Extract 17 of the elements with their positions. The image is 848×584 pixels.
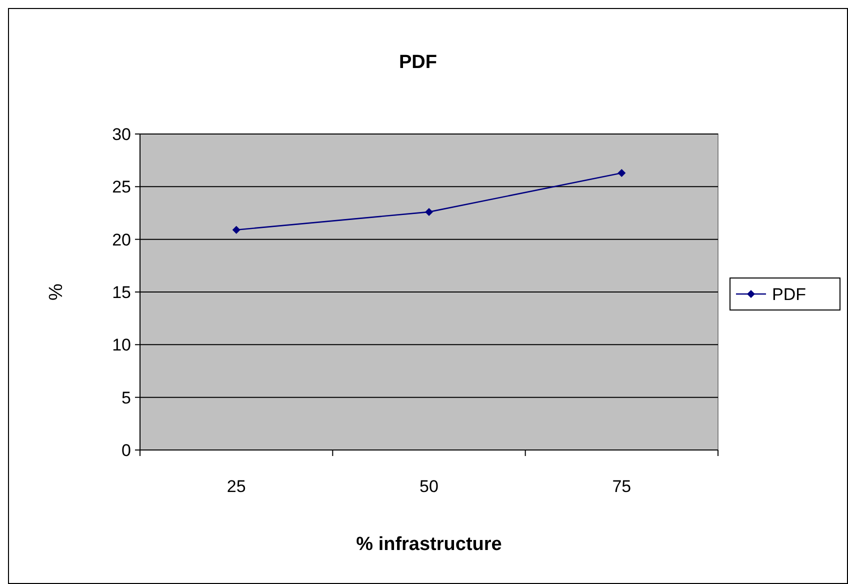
point [618, 168, 626, 177]
point [425, 208, 433, 216]
chart-title: PDF [399, 52, 437, 73]
y-tick-label: 5 [122, 388, 131, 408]
x-axis-title: % infrastructure [356, 534, 502, 555]
y-tick-label: 30 [112, 124, 131, 144]
point [232, 226, 240, 234]
y-tick-label: 10 [112, 336, 131, 355]
y-tick-label: 25 [112, 178, 131, 197]
legend-label: PDF [772, 284, 806, 304]
y-tick-label: 0 [122, 440, 131, 460]
y-axis-title: % [46, 283, 67, 300]
x-tick-label: 75 [612, 477, 632, 496]
x-tick-label: 25 [226, 477, 246, 496]
y-tick-label: 20 [112, 230, 131, 250]
y-tick-label: 15 [112, 282, 131, 302]
x-tick-label: 50 [420, 477, 438, 496]
